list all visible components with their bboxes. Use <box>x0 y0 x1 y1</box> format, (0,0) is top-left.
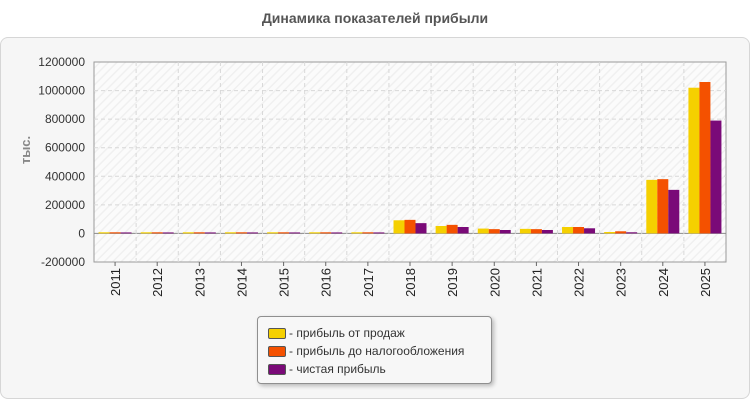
y-tick-label: 0 <box>78 226 85 240</box>
bar <box>235 232 247 234</box>
bar <box>331 232 343 234</box>
bar <box>573 227 585 234</box>
bar <box>393 220 405 234</box>
legend-swatch-pretax-profit <box>268 345 286 357</box>
bar <box>204 232 216 234</box>
bar <box>519 228 531 234</box>
bar <box>162 232 174 234</box>
bar <box>699 82 711 234</box>
bar <box>657 179 669 234</box>
x-tick-label: 2022 <box>572 268 587 297</box>
x-tick-label: 2018 <box>403 268 418 297</box>
bar <box>278 232 290 234</box>
bar <box>488 229 500 234</box>
bar <box>530 229 542 234</box>
y-axis-label: тыс. <box>18 136 33 164</box>
bar <box>457 227 469 234</box>
bar <box>98 232 110 234</box>
bar <box>151 232 163 234</box>
x-tick-label: 2012 <box>150 268 165 297</box>
bar <box>688 87 700 234</box>
bar <box>351 232 363 234</box>
x-tick-label: 2024 <box>656 268 671 297</box>
legend-item-net-profit: - чистая прибыль <box>268 361 386 377</box>
bar <box>193 232 205 234</box>
bar <box>362 232 374 234</box>
bar <box>404 219 416 234</box>
legend-item-pretax-profit: - прибыль до налогообложения <box>268 343 464 359</box>
legend: - прибыль от продаж - прибыль до налогоо… <box>257 316 492 384</box>
bar <box>140 232 152 234</box>
y-tick-label: 400000 <box>45 169 85 183</box>
chart-title: Динамика показателей прибыли <box>261 10 489 26</box>
bar <box>267 232 279 234</box>
legend-label-net-profit: - чистая прибыль <box>289 362 386 376</box>
y-tick-label: 800000 <box>45 112 85 126</box>
bar <box>120 232 132 234</box>
bar <box>415 223 427 234</box>
bar <box>499 230 511 234</box>
bar <box>224 232 236 234</box>
x-tick-label: 2016 <box>319 268 334 297</box>
bars <box>98 82 722 234</box>
bar <box>435 226 447 234</box>
bar <box>604 232 616 234</box>
bar <box>320 232 332 234</box>
y-tick-label: 600000 <box>45 141 85 155</box>
legend-swatch-net-profit <box>268 363 286 375</box>
bar <box>309 232 321 234</box>
x-tick-label: 2015 <box>277 268 292 297</box>
y-tick-label: 1200000 <box>38 55 85 69</box>
y-tick-label: -200000 <box>41 255 85 269</box>
bar <box>626 232 638 234</box>
bar <box>446 224 458 234</box>
bar <box>615 231 627 234</box>
x-tick-label: 2011 <box>108 268 123 296</box>
bar <box>562 227 574 234</box>
y-tick-label: 1000000 <box>38 84 85 98</box>
legend-label-sales-profit: - прибыль от продаж <box>289 326 405 340</box>
bar <box>246 232 258 234</box>
legend-swatch-sales-profit <box>268 327 286 339</box>
legend-label-pretax-profit: - прибыль до налогообложения <box>289 344 465 358</box>
x-tick-label: 2013 <box>192 268 207 297</box>
bar <box>646 179 658 234</box>
x-tick-label: 2025 <box>698 268 713 297</box>
bar <box>541 230 553 234</box>
bar <box>477 228 489 234</box>
bar <box>710 120 722 234</box>
axes: -200000 0 200000 400000 600000 800000 1000000 1… <box>38 55 713 297</box>
bar <box>373 232 385 234</box>
x-tick-label: 2019 <box>445 268 460 297</box>
bar <box>182 232 194 234</box>
x-tick-label: 2020 <box>487 268 502 297</box>
bar <box>289 232 301 234</box>
legend-item-sales-profit: - прибыль от продаж <box>268 325 405 341</box>
bar <box>109 232 121 234</box>
x-tick-label: 2014 <box>234 268 249 297</box>
x-tick-label: 2021 <box>529 268 544 297</box>
bar <box>668 189 680 234</box>
x-tick-label: 2023 <box>614 268 629 297</box>
x-tick-label: 2017 <box>361 268 376 297</box>
y-tick-label: 200000 <box>45 198 85 212</box>
bar <box>584 228 596 234</box>
